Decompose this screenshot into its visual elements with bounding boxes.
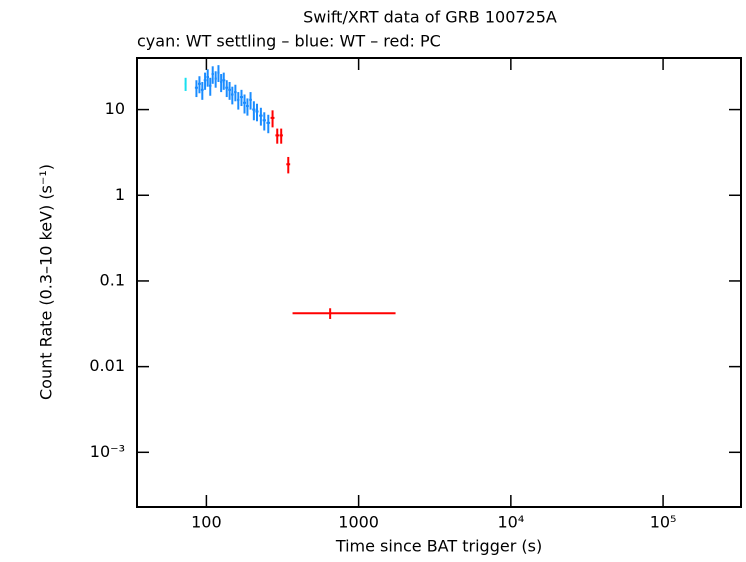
y-tick-label: 10⁻³: [90, 442, 125, 461]
chart-subtitle: cyan: WT settling – blue: WT – red: PC: [137, 32, 441, 51]
x-axis-label: Time since BAT trigger (s): [335, 537, 542, 556]
y-tick-label: 0.01: [89, 356, 125, 375]
y-tick-label: 0.1: [100, 270, 125, 289]
x-tick-label: 10⁴: [497, 513, 524, 532]
x-tick-label: 100: [191, 513, 222, 532]
y-tick-label: 10: [105, 99, 125, 118]
chart-title: Swift/XRT data of GRB 100725A: [303, 8, 557, 27]
y-tick-label: 1: [115, 185, 125, 204]
x-tick-label: 10⁵: [650, 513, 677, 532]
y-axis-label: Count Rate (0.3–10 keV) (s⁻¹): [37, 164, 56, 400]
plot-frame: [136, 57, 742, 508]
x-tick-label: 1000: [338, 513, 379, 532]
